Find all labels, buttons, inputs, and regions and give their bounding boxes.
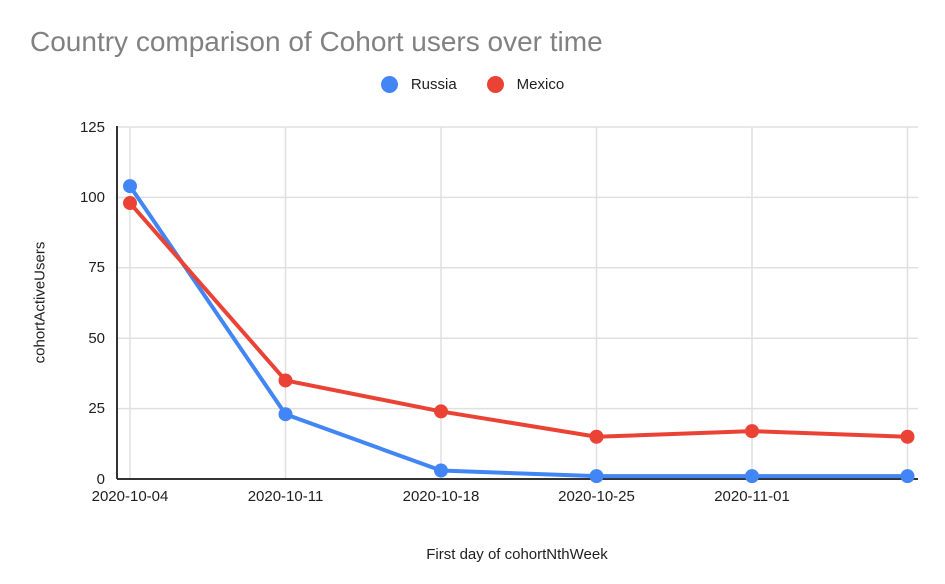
x-tick-label: 2020-11-01 [714,488,790,505]
legend-item-russia[interactable]: Russia [380,76,457,93]
x-axis-title: First day of cohortNthWeek [426,546,608,563]
data-point-russia[interactable] [434,463,448,478]
data-point-mexico[interactable] [745,424,759,439]
x-tick-label: 2020-10-04 [91,488,169,505]
data-point-mexico[interactable] [278,373,293,388]
legend-label-mexico: Mexico [516,76,565,93]
y-tick-label: 125 [79,118,105,136]
legend-item-mexico[interactable]: Mexico [486,76,565,93]
data-point-russia[interactable] [589,469,604,484]
data-point-russia[interactable] [745,469,759,484]
legend: Russia Mexico [0,76,945,93]
data-point-russia[interactable] [278,407,293,422]
y-tick-label: 100 [79,188,105,206]
y-tick-label: 0 [96,470,105,488]
series-line-mexico [128,201,910,439]
series-line-russia [128,184,910,479]
y-axis-title: cohortActiveUsers [31,241,49,364]
y-tick-label: 50 [88,329,105,347]
y-tick-label: 75 [88,259,105,277]
chart-title: Country comparison of Cohort users over … [30,26,603,57]
x-tick-label: 2020-10-25 [558,488,635,505]
y-tick-label: 25 [88,400,105,418]
data-point-mexico[interactable] [434,404,448,419]
legend-dot-mexico-icon [486,76,504,93]
x-tick-label: 2020-10-11 [247,488,324,505]
data-point-mexico[interactable] [900,429,915,444]
legend-dot-russia-icon [380,76,398,93]
data-point-russia[interactable] [123,179,137,194]
data-point-mexico[interactable] [589,429,604,444]
legend-label-russia: Russia [410,76,457,93]
data-point-russia[interactable] [900,469,915,484]
x-tick-label: 2020-10-18 [402,488,480,505]
data-point-mexico[interactable] [123,196,137,211]
